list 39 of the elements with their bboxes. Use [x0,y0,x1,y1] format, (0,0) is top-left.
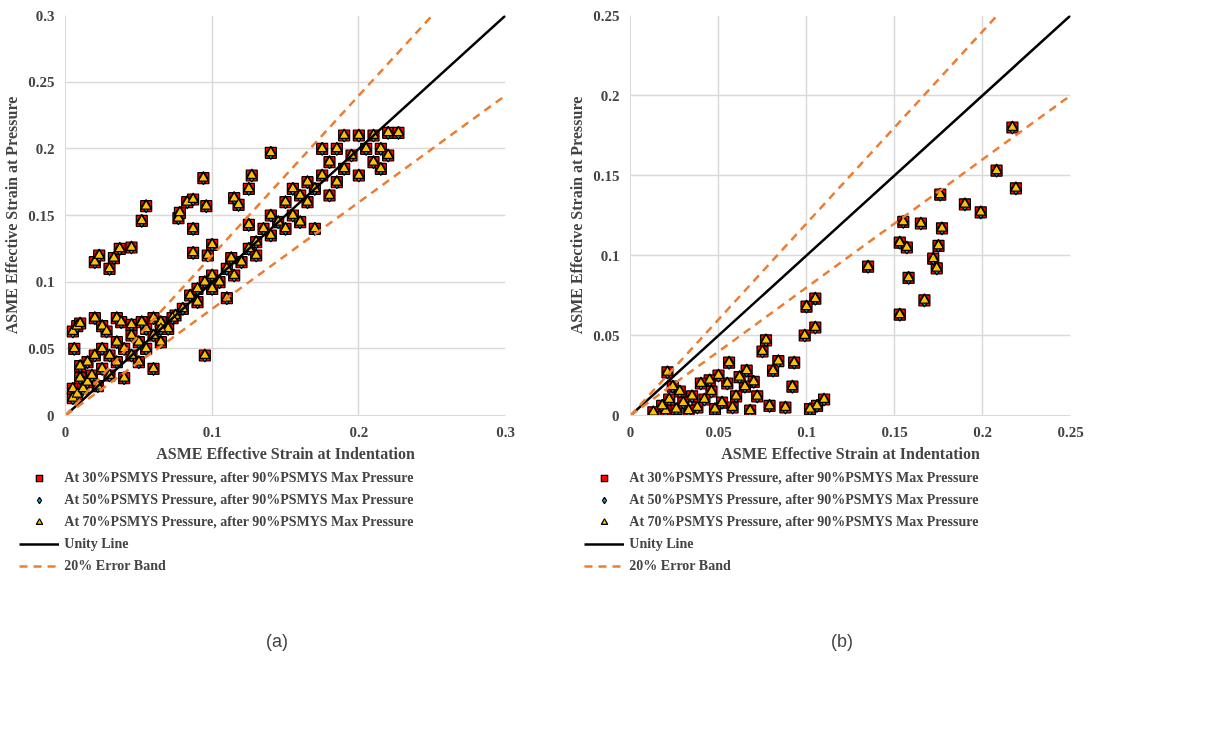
y-tick-label: 0 [612,407,620,424]
legend-label: At 30%PSMYS Pressure, after 90%PSMYS Max Pressure [64,470,414,486]
x-tick-label: 0.25 [1057,423,1084,440]
legend-label: Unity Line [629,536,694,552]
text: (a) [266,630,288,651]
y-tick-label: 0.2 [600,87,620,104]
x-tick-label: 0.2 [973,423,992,440]
y-tick-label: 0.05 [28,340,55,357]
x-tick-label: 0 [626,423,635,440]
legend-label: At 50%PSMYS Pressure, after 90%PSMYS Max Pressure [64,492,414,508]
legend-label: Unity Line [64,536,129,552]
x-tick-label: 0.2 [349,423,369,440]
y-tick-label: 0.15 [593,167,620,184]
legend-label: 20% Error Band [64,558,166,574]
y-tick-label: 0 [47,407,55,424]
y-tick-label: 0.15 [28,207,55,224]
legend-label: At 70%PSMYS Pressure, after 90%PSMYS Max Pressure [64,514,414,530]
x-tick-label: 0 [61,423,70,440]
x-tick-label: 0.05 [705,423,732,440]
y-axis-title: ASME Effective Strain at Pressure [568,96,586,335]
y-tick-label: 0.1 [600,247,620,264]
legend-label: At 30%PSMYS Pressure, after 90%PSMYS Max Pressure [629,470,979,486]
legend-label: At 50%PSMYS Pressure, after 90%PSMYS Max Pressure [629,492,979,508]
y-tick-label: 0.25 [28,74,55,91]
y-tick-label: 0.25 [593,7,620,24]
y-tick-label: 0.05 [593,327,620,344]
x-axis-title: ASME Effective Strain at Indentation [156,444,415,462]
legend-label: At 70%PSMYS Pressure, after 90%PSMYS Max Pressure [629,514,979,530]
x-tick-label: 0.15 [881,423,908,440]
legend-label: 20% Error Band [629,558,731,574]
x-tick-label: 0.1 [797,423,816,440]
y-tick-label: 0.1 [35,274,55,291]
x-tick-label: 0.3 [496,423,515,440]
x-axis-title: ASME Effective Strain at Indentation [721,444,980,462]
text: (b) [831,630,853,651]
x-tick-label: 0.1 [202,423,222,440]
y-tick-label: 0.3 [35,7,55,24]
y-axis-title: ASME Effective Strain at Pressure [3,96,21,335]
y-tick-label: 0.2 [35,140,55,157]
